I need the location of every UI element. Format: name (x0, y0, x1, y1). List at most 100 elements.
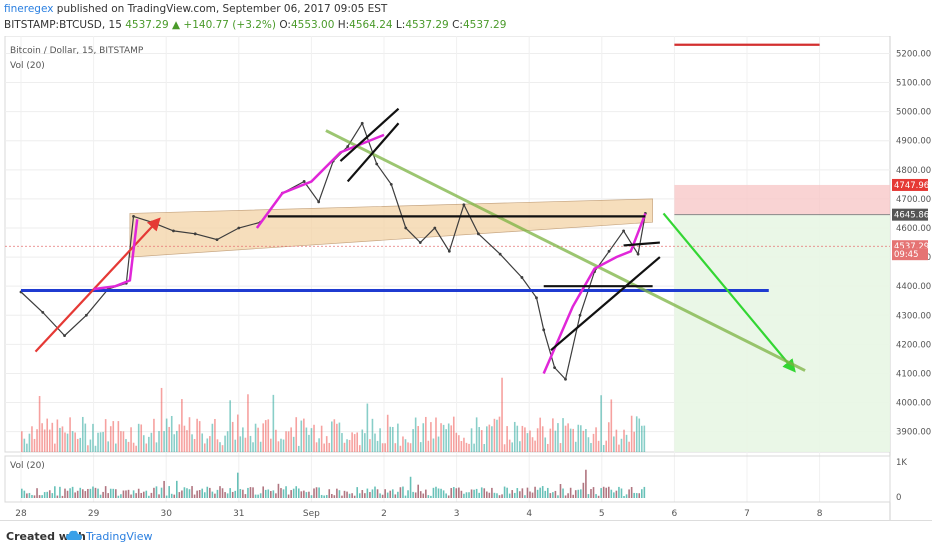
high-value: 4564.24 (349, 19, 393, 31)
volume-pane-bar (66, 490, 69, 498)
volume-pane-bar (300, 491, 303, 498)
volume-bar (64, 432, 66, 452)
volume-bar (181, 399, 183, 452)
volume-bar (323, 443, 325, 452)
author-link[interactable]: fineregex (4, 3, 54, 15)
volume-pane-bar (511, 490, 514, 498)
volume-pane-bar (254, 494, 257, 498)
price-point (498, 252, 502, 256)
volume-bar (120, 431, 122, 452)
price-point (553, 366, 557, 370)
created-with: Created with (6, 530, 86, 543)
price-point (84, 313, 88, 317)
symbol-line: BITSTAMP:BTCUSD, 15 4537.29 ▲ +140.77 (+… (4, 19, 506, 31)
volume-pane-bar (336, 488, 338, 498)
volume-bar (140, 424, 143, 452)
volume-bar (216, 439, 219, 452)
volume-bar (613, 436, 615, 452)
volume-bar (26, 443, 28, 452)
volume-pane-bar (600, 488, 602, 498)
volume-bar (115, 443, 117, 452)
price-point (346, 145, 350, 148)
volume-pane-bar (31, 494, 33, 498)
volume-bar (117, 421, 120, 452)
volume-pane-bar (81, 489, 84, 498)
volume-pane-bar (376, 489, 379, 498)
y-tick-label: 5100.00 (896, 79, 931, 89)
tradingview-brand[interactable]: TradingView (86, 530, 153, 543)
volume-pane-bar (417, 484, 419, 498)
price-point (317, 200, 321, 204)
volume-bar (546, 443, 549, 452)
volume-pane-bar (92, 486, 94, 498)
volume-pane-bar (419, 491, 422, 498)
volume-bar (51, 422, 54, 452)
volume-pane-bar (137, 488, 140, 498)
volume-pane-bar (613, 492, 615, 498)
volume-bar (81, 416, 84, 452)
volume-pane-bar (521, 488, 524, 498)
target-zone (674, 214, 890, 452)
volume-pane-bar (97, 488, 99, 498)
x-tick-label: 30 (160, 509, 172, 519)
price-point (462, 203, 466, 207)
volume-pane-bar (409, 476, 412, 498)
y-tick-label: 4100.00 (896, 369, 931, 379)
volume-pane-bar (122, 490, 125, 498)
volume-pane-bar (470, 489, 473, 498)
volume-pane-bar (150, 492, 153, 498)
volume-bar (641, 425, 643, 452)
volume-pane-bar (620, 488, 623, 498)
volume-bar (417, 426, 419, 452)
volume-bar (333, 419, 336, 452)
volume-bar (97, 432, 99, 452)
price-point (636, 252, 640, 256)
volume-bar (132, 442, 135, 452)
volume-pane-bar (569, 487, 572, 498)
volume-bar (338, 422, 341, 452)
volume-pane-bar (36, 488, 38, 498)
volume-bar (285, 431, 287, 452)
price-point (172, 229, 175, 233)
y-tick-label: 5200.00 (896, 49, 931, 59)
volume-pane-bar (486, 491, 488, 498)
volume-pane-bar (163, 480, 165, 498)
volume-pane-bar (280, 488, 282, 498)
volume-pane-bar (89, 488, 92, 498)
volume-pane-bar (297, 488, 300, 498)
volume-pane-bar (343, 490, 346, 498)
volume-pane-bar (145, 490, 148, 498)
volume-bar (69, 417, 71, 452)
volume-pane-bar (590, 489, 592, 498)
price-point (535, 296, 538, 300)
volume-bar (188, 417, 191, 452)
volume-pane-bar (496, 493, 498, 498)
volume-bar (66, 433, 69, 452)
price-point (447, 249, 451, 253)
volume-bar (389, 426, 392, 452)
volume-bar (99, 432, 102, 452)
volume-pane-bar (115, 489, 117, 498)
volume-pane-bar (165, 495, 168, 498)
volume-bar (92, 423, 94, 452)
volume-pane-bar (397, 491, 399, 498)
volume-pane-bar (536, 489, 539, 498)
low-value: 4537.29 (405, 19, 449, 31)
volume-bar (56, 419, 59, 452)
volume-bar (165, 418, 168, 452)
volume-bar (28, 433, 31, 452)
volume-bar (79, 437, 82, 452)
volume-pane-bar (503, 486, 506, 498)
price-axis-badge-label: 4747.96 (894, 181, 929, 191)
volume-bar (87, 445, 89, 452)
volume-pane-bar (519, 491, 521, 498)
price-point (360, 121, 364, 125)
volume-pane-bar (633, 492, 635, 498)
volume-pane: Vol (20) 1K 0 (4, 455, 907, 503)
volume-bar (287, 431, 290, 452)
price-point (476, 232, 480, 236)
volume-bar (582, 430, 585, 452)
volume-pane-bar (452, 487, 455, 498)
volume-bar (254, 423, 257, 452)
price-chart[interactable]: 3900.00 4000.00 4100.00 4200.00 4300.00 4400.… (0, 36, 932, 520)
